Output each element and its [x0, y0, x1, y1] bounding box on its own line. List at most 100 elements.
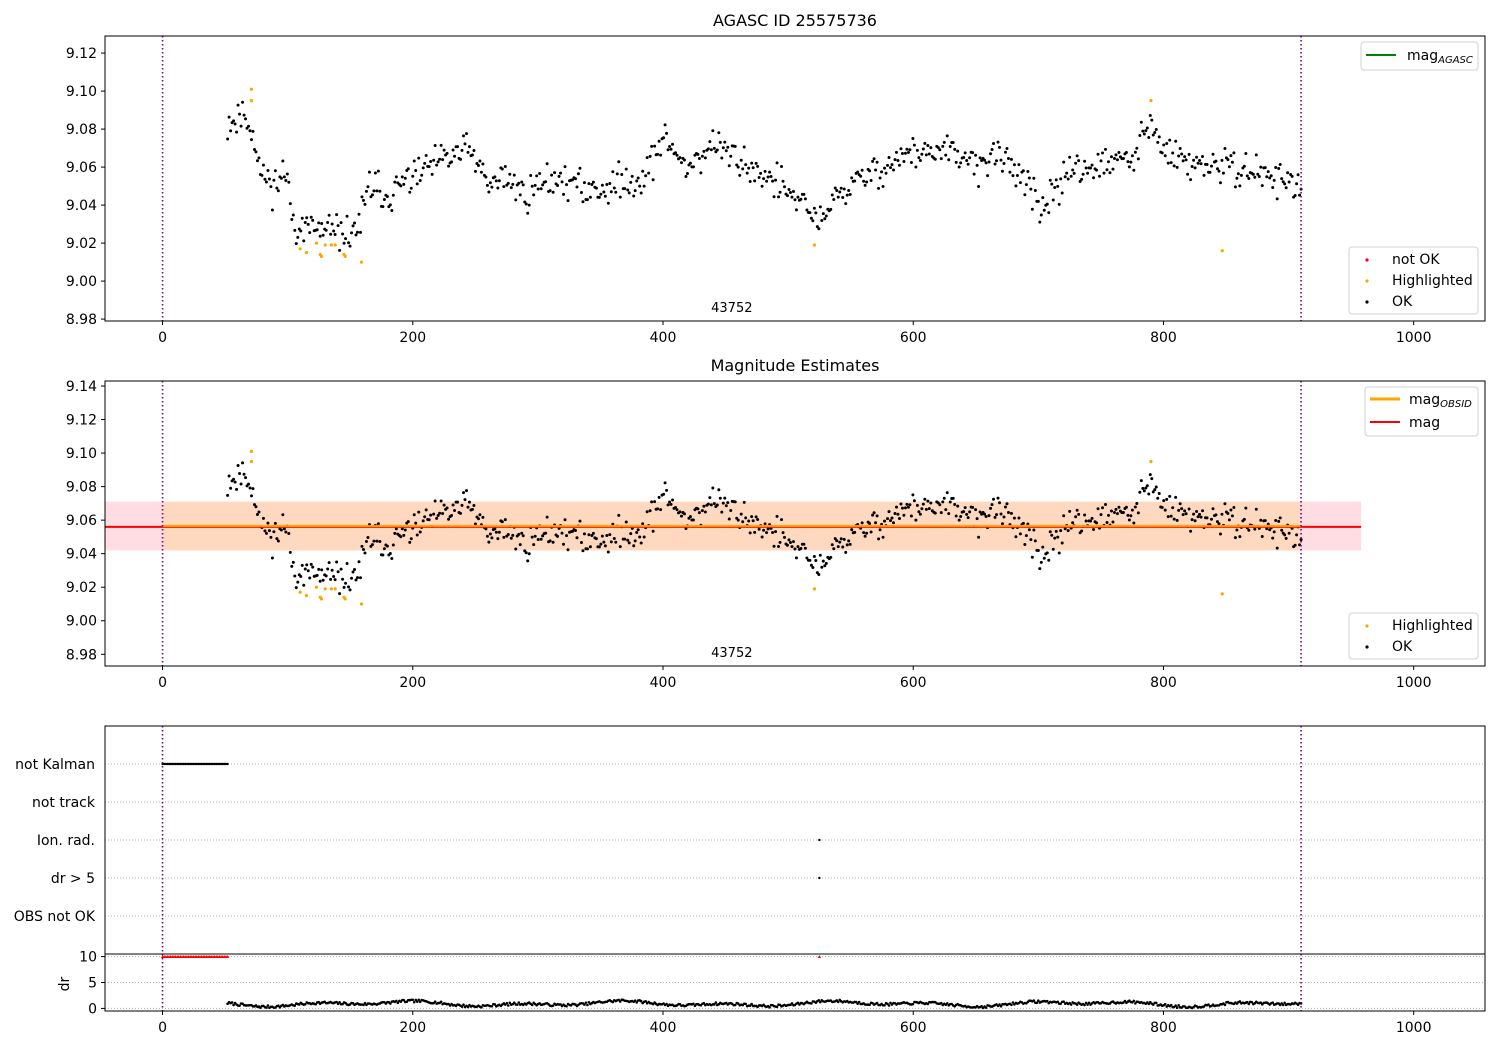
ok-point: [1080, 177, 1084, 181]
ok-point: [944, 153, 948, 157]
ok-point: [648, 509, 652, 513]
ok-point: [478, 513, 482, 517]
ok-point: [487, 190, 491, 194]
ok-point: [1217, 169, 1221, 173]
dr-point: [714, 1001, 718, 1004]
dr-point: [1037, 999, 1040, 1003]
ok-point: [579, 541, 583, 545]
ok-point: [971, 151, 975, 155]
ok-point: [529, 173, 533, 177]
ok-point: [742, 500, 746, 504]
ok-point: [321, 233, 325, 237]
ok-point: [382, 547, 386, 551]
ok-point: [1139, 120, 1143, 124]
ok-point: [799, 546, 803, 550]
ok-point: [520, 531, 524, 535]
ok-point: [532, 193, 536, 197]
ok-point: [860, 168, 864, 172]
ok-point: [290, 217, 294, 221]
ok-point: [1024, 183, 1028, 187]
ok-point: [702, 149, 706, 153]
ok-point: [239, 482, 243, 486]
ok-point: [238, 471, 242, 475]
ok-point: [771, 531, 775, 535]
ok-point: [1142, 132, 1146, 136]
ok-point: [941, 144, 945, 148]
ok-point: [1053, 185, 1057, 189]
ok-point: [620, 173, 624, 177]
ok-point: [536, 187, 540, 191]
ok-point: [1075, 154, 1079, 158]
ok-point: [1223, 147, 1227, 151]
dr-point: [887, 1004, 891, 1007]
ok-point: [427, 165, 431, 169]
ok-point: [647, 171, 651, 175]
ok-point: [302, 583, 306, 587]
ok-point: [1193, 166, 1197, 170]
ok-point: [559, 171, 563, 175]
ok-point: [790, 545, 794, 549]
dr-point: [395, 999, 398, 1003]
dr-point: [633, 999, 637, 1002]
ok-point: [889, 166, 893, 170]
ok-point: [774, 530, 778, 534]
ok-point: [247, 482, 251, 486]
ok-point: [520, 180, 524, 184]
ok-point: [869, 179, 873, 183]
ok-point: [1260, 534, 1264, 538]
ok-point: [578, 166, 582, 170]
ok-point: [1005, 502, 1009, 506]
ok-point: [1026, 169, 1030, 173]
ok-point: [1189, 178, 1193, 182]
ok-point: [842, 187, 846, 191]
ok-point: [1151, 490, 1155, 494]
ok-point: [774, 178, 778, 182]
ok-point: [370, 193, 374, 197]
ok-point: [860, 521, 864, 525]
ok-point: [790, 195, 794, 199]
ok-point: [1147, 135, 1151, 139]
ok-point: [1274, 518, 1278, 522]
ok-point: [765, 179, 769, 183]
highlighted-point: [298, 247, 302, 251]
dr-point: [1075, 1003, 1079, 1006]
ok-point: [953, 147, 957, 151]
ok-point: [599, 192, 603, 196]
ok-point: [938, 148, 942, 152]
ok-point: [886, 517, 890, 521]
dr-point: [1154, 1001, 1158, 1005]
ok-point: [1121, 157, 1125, 161]
ok-point: [748, 179, 752, 183]
ok-point: [868, 169, 872, 173]
ok-point: [769, 174, 773, 178]
ok-point: [1193, 519, 1197, 523]
ok-point: [682, 158, 686, 162]
ok-point: [929, 501, 933, 505]
ok-point: [1172, 517, 1176, 521]
axes-frame: [104, 35, 1486, 322]
ok-point: [476, 517, 480, 521]
ok-point: [330, 568, 334, 572]
ok-point: [526, 559, 530, 563]
x-tick-label: 800: [1150, 675, 1177, 691]
ok-point: [957, 518, 961, 522]
ok-point: [1002, 161, 1006, 165]
ok-point: [459, 157, 463, 161]
ok-point: [1009, 157, 1013, 161]
ok-point: [324, 574, 328, 578]
ok-point: [442, 503, 446, 507]
ok-point: [606, 201, 610, 205]
ok-point: [372, 539, 376, 543]
ok-point: [435, 516, 439, 520]
svg-text:magOBSID: magOBSID: [1409, 392, 1472, 410]
flag-label-dr-gt-5: dr > 5: [51, 871, 95, 887]
ok-point: [1266, 170, 1270, 174]
ok-point: [983, 158, 987, 162]
ok-point: [348, 244, 352, 248]
dr-point: [466, 1005, 470, 1009]
dr-point: [635, 1001, 638, 1004]
ok-point: [1235, 528, 1239, 532]
x-tick-label: 400: [650, 1020, 677, 1036]
ok-point: [729, 509, 733, 513]
ok-point: [984, 514, 988, 518]
